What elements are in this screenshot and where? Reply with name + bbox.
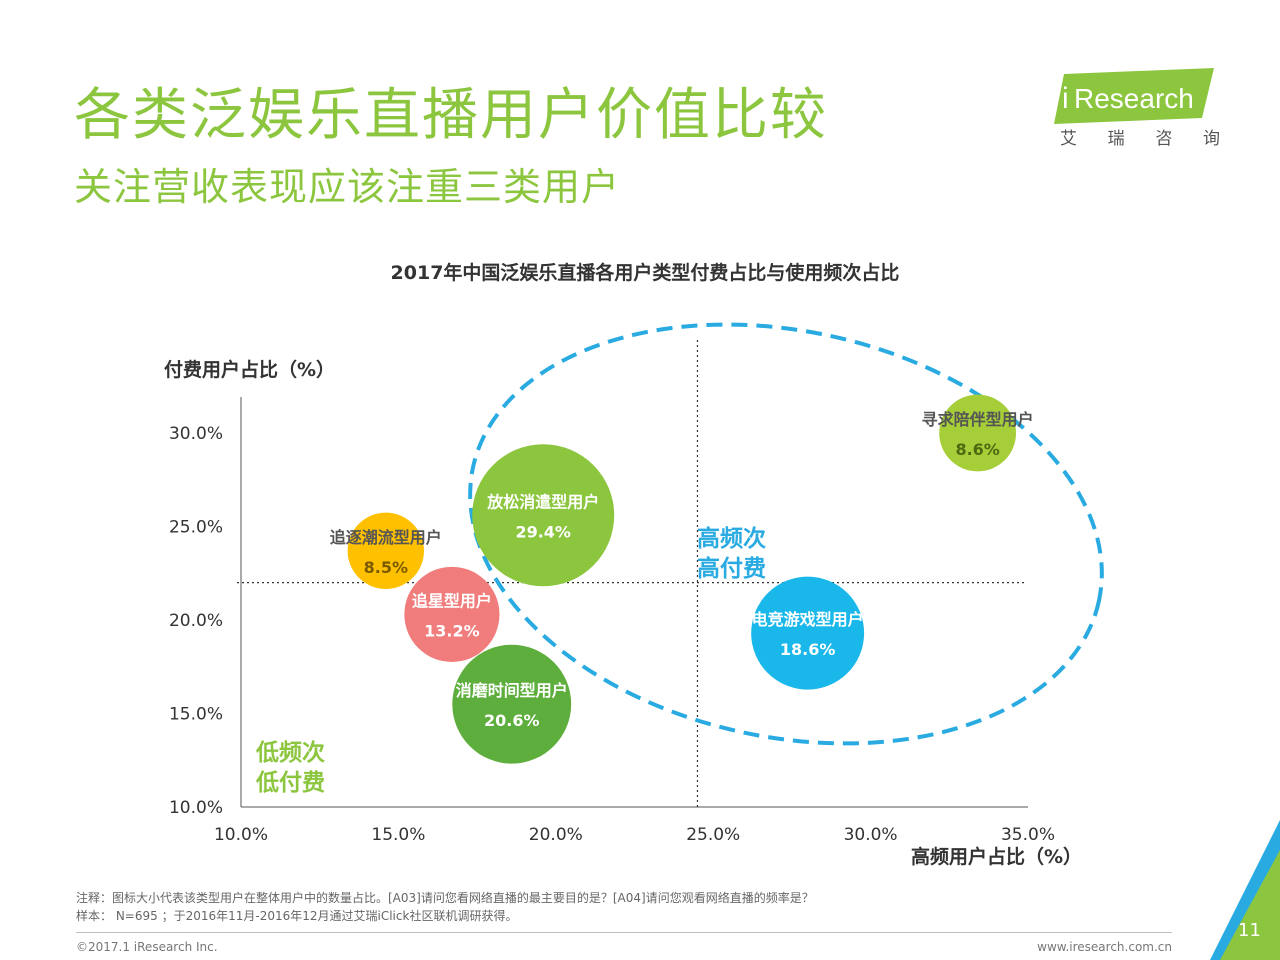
bubble-label: 电竞游戏型用户 bbox=[752, 610, 864, 629]
logo-char: 询 bbox=[1202, 129, 1220, 149]
y-tick-label: 30.0% bbox=[169, 424, 223, 444]
x-tick-label: 10.0% bbox=[214, 825, 268, 845]
page-number: 11 bbox=[1238, 920, 1261, 941]
highlight-ellipse bbox=[468, 322, 1104, 746]
chart-title: 2017年中国泛娱乐直播各用户类型付费占比与使用频次占比 bbox=[391, 261, 900, 284]
logo-char: 咨 bbox=[1155, 129, 1173, 149]
bubble bbox=[939, 394, 1017, 472]
high-annotation-line2: 高付费 bbox=[697, 555, 766, 582]
high-annotation-line1: 高频次 bbox=[697, 525, 766, 552]
x-tick-label: 20.0% bbox=[529, 825, 583, 845]
bubble-chart: 2017年中国泛娱乐直播各用户类型付费占比与使用频次占比 付费用户占比（%） 高… bbox=[164, 261, 1104, 868]
bubble-value: 20.6% bbox=[484, 711, 540, 730]
logo-banner bbox=[1054, 68, 1214, 124]
bubble bbox=[347, 512, 424, 589]
logo-chinese-name: 艾 瑞 咨 询 bbox=[1060, 124, 1220, 149]
x-tick-label: 35.0% bbox=[1001, 825, 1055, 845]
y-tick-label: 15.0% bbox=[169, 705, 223, 725]
x-tick-label: 15.0% bbox=[371, 825, 425, 845]
bubble bbox=[751, 576, 865, 690]
low-annotation-line1: 低频次 bbox=[255, 739, 325, 766]
y-axis-label: 付费用户占比（%） bbox=[164, 358, 335, 381]
logo-i: i bbox=[1062, 82, 1069, 115]
y-tick-label: 20.0% bbox=[169, 611, 223, 631]
y-tick-label: 25.0% bbox=[169, 518, 223, 538]
x-tick-label: 30.0% bbox=[844, 825, 898, 845]
bubble-label: 放松消遣型用户 bbox=[486, 492, 599, 511]
bubble-value: 29.4% bbox=[515, 522, 571, 541]
website-url: www.iresearch.com.cn bbox=[1037, 940, 1172, 954]
bubble-label: 消磨时间型用户 bbox=[456, 681, 568, 700]
page-title: 各类泛娱乐直播用户价值比较 bbox=[74, 83, 828, 148]
iresearch-logo: i Research bbox=[1054, 68, 1214, 124]
bubble-label: 追逐潮流型用户 bbox=[330, 528, 442, 547]
footnote-1: 注释：图标大小代表该类型用户在整体用户中的数量占比。[A03]请问您看网络直播的… bbox=[76, 891, 814, 905]
logo-research: Research bbox=[1074, 83, 1194, 114]
bubble-value: 8.5% bbox=[364, 558, 408, 577]
bubble-value: 18.6% bbox=[780, 640, 836, 659]
bubble-value: 8.6% bbox=[955, 440, 999, 459]
logo-char: 艾 bbox=[1060, 129, 1077, 149]
bubble bbox=[472, 444, 615, 587]
x-axis-label: 高频用户占比（%） bbox=[911, 845, 1082, 868]
low-annotation-line2: 低付费 bbox=[255, 770, 325, 796]
footnote-2: 样本： N=695 ；于2016年11月-2016年12月通过艾瑞iClick社… bbox=[76, 909, 518, 923]
x-tick-label: 25.0% bbox=[686, 825, 740, 845]
y-tick-label: 10.0% bbox=[169, 798, 223, 818]
logo-char: 瑞 bbox=[1107, 129, 1125, 149]
bubble-label: 追星型用户 bbox=[412, 591, 492, 610]
bubble-value: 13.2% bbox=[424, 621, 480, 640]
bubble-label: 寻求陪伴型用户 bbox=[922, 410, 1034, 429]
copyright: ©2017.1 iResearch Inc. bbox=[76, 940, 218, 954]
bubble bbox=[452, 644, 572, 764]
corner-decoration bbox=[1210, 820, 1280, 960]
page-subtitle: 关注营收表现应该注重三类用户 bbox=[74, 165, 621, 209]
footer-divider bbox=[76, 932, 1172, 933]
bubble bbox=[404, 566, 500, 662]
